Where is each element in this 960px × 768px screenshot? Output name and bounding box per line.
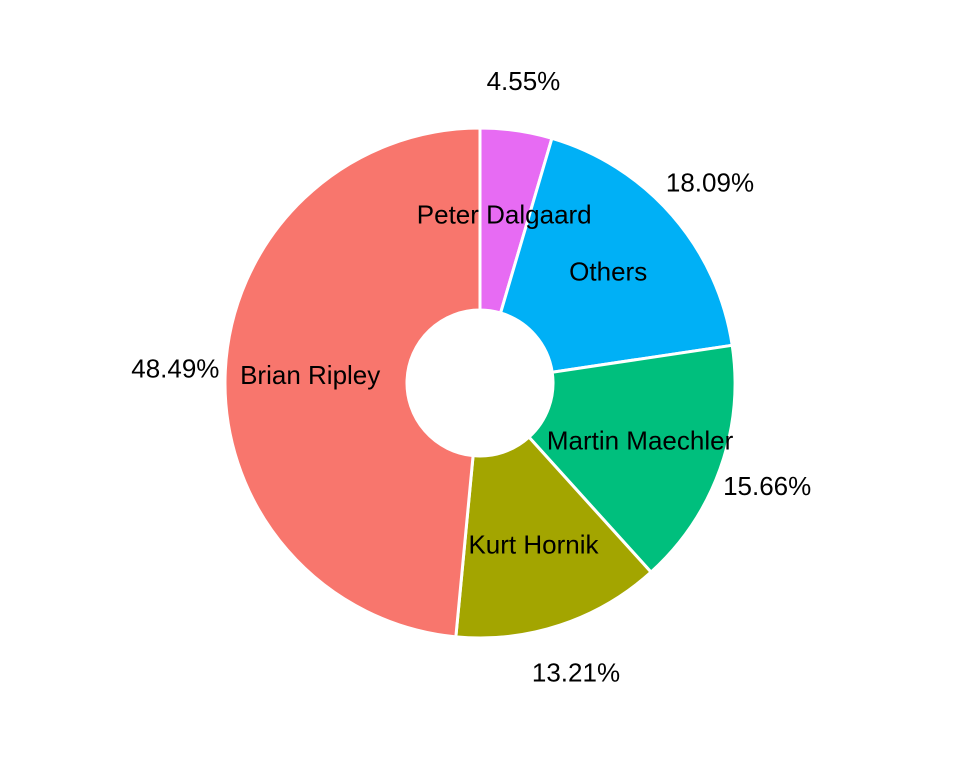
slice-label-peter-dalgaard: Peter Dalgaard: [417, 200, 592, 230]
pct-label-peter-dalgaard: 4.55%: [487, 66, 561, 96]
pct-label-brian-ripley: 48.49%: [131, 354, 219, 384]
slice-brian-ripley: [223, 126, 482, 639]
pct-label-martin-maechler: 15.66%: [723, 471, 811, 501]
pct-label-others: 18.09%: [666, 168, 754, 198]
slice-others: [498, 136, 734, 374]
slice-label-martin-maechler: Martin Maechler: [547, 425, 734, 455]
slice-label-kurt-hornik: Kurt Hornik: [468, 529, 599, 559]
slices-group: [223, 126, 737, 640]
labels-group: Peter Dalgaard 4.55% Others 18.09% Martin Ma…: [131, 66, 811, 687]
pct-label-kurt-hornik: 13.21%: [532, 658, 620, 688]
slice-label-others: Others: [569, 256, 647, 286]
slice-kurt-hornik: [454, 435, 654, 640]
slice-martin-maechler: [526, 343, 737, 575]
slice-label-brian-ripley: Brian Ripley: [240, 360, 380, 390]
